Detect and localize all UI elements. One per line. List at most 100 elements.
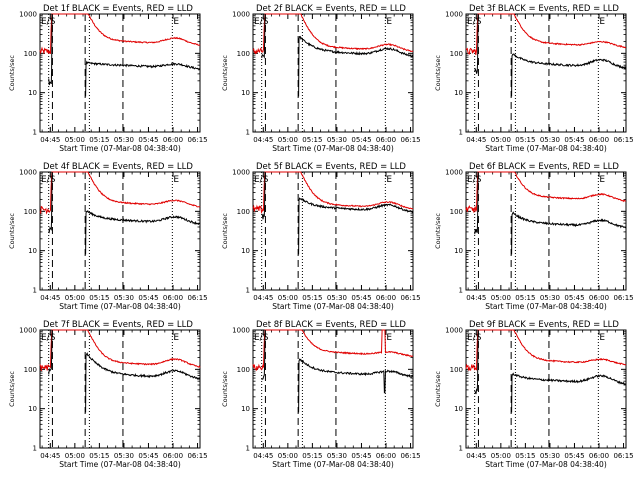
x-tick-label: 05:30 <box>327 294 347 302</box>
x-tick-label: 06:00 <box>376 452 396 460</box>
x-tick-label: 05:15 <box>302 294 322 302</box>
marker-label-es: E/S <box>467 175 482 185</box>
axes-frame <box>39 329 201 449</box>
y-tick-label: 1000 <box>19 11 37 19</box>
y-tick-label: 100 <box>237 366 250 374</box>
marker-label-es: E/S <box>41 17 56 27</box>
x-tick-label: 04:45 <box>466 136 486 144</box>
axes-frame <box>252 171 414 291</box>
x-tick-label: 04:45 <box>40 294 60 302</box>
axes-frame <box>465 13 627 133</box>
x-tick-label: 04:45 <box>40 136 60 144</box>
x-tick-label: 05:30 <box>327 452 347 460</box>
y-tick-label: 1 <box>33 287 37 295</box>
panel-title: Det 7f BLACK = Events, RED = LLD <box>43 320 193 330</box>
axes-frame <box>252 329 414 449</box>
series-events-line <box>261 171 266 220</box>
panel-title: Det 4f BLACK = Events, RED = LLD <box>43 162 193 172</box>
x-axis-label: Start Time (07-Mar-08 04:38:40) <box>59 460 181 469</box>
y-tick-label: 100 <box>24 50 37 58</box>
x-tick-label: 05:30 <box>540 136 560 144</box>
y-tick-label: 10 <box>454 247 463 255</box>
x-tick-label: 04:45 <box>466 294 486 302</box>
marker-label-es: E/S <box>41 175 56 185</box>
x-tick-label: 06:15 <box>187 294 207 302</box>
x-tick-label: 05:15 <box>515 294 535 302</box>
y-tick-label: 1 <box>459 129 463 137</box>
y-axis-label: Counts/sec <box>8 55 16 91</box>
series-lld-line <box>252 13 414 55</box>
series-events-line <box>474 171 479 235</box>
x-tick-label: 05:45 <box>351 452 371 460</box>
y-tick-label: 100 <box>237 50 250 58</box>
x-tick-label: 06:15 <box>187 136 207 144</box>
y-tick-label: 100 <box>450 208 463 216</box>
x-axis-label: Start Time (07-Mar-08 04:38:40) <box>485 460 607 469</box>
panel-det-8: Det 8f BLACK = Events, RED = LLD 1 10 100 10… <box>221 320 421 469</box>
y-axis-label: Counts/sec <box>221 55 229 91</box>
x-tick-label: 06:15 <box>613 294 633 302</box>
series-events-line <box>261 13 266 59</box>
panel-det-4: Det 4f BLACK = Events, RED = LLD 1 10 100 10… <box>8 162 208 311</box>
y-axis-label: Counts/sec <box>8 213 16 249</box>
x-tick-label: 06:00 <box>589 452 609 460</box>
panel-title: Det 3f BLACK = Events, RED = LLD <box>469 4 619 14</box>
y-axis-label: Counts/sec <box>221 213 229 249</box>
x-tick-label: 05:15 <box>515 136 535 144</box>
series-events-line <box>511 211 627 255</box>
marker-label-e: E <box>599 333 605 343</box>
panel-det-7: Det 7f BLACK = Events, RED = LLD 1 10 100 10… <box>8 320 208 469</box>
marker-label-es: E/S <box>254 175 269 185</box>
series-lld-line <box>39 171 201 215</box>
series-lld-line <box>465 171 627 213</box>
axes-frame <box>39 13 201 133</box>
y-tick-label: 1000 <box>232 169 250 177</box>
x-tick-label: 06:15 <box>400 452 420 460</box>
x-axis-label: Start Time (07-Mar-08 04:38:40) <box>59 144 181 153</box>
x-tick-label: 06:15 <box>400 294 420 302</box>
x-tick-label: 06:15 <box>613 136 633 144</box>
y-axis-label: Counts/sec <box>434 55 442 91</box>
x-tick-label: 05:00 <box>278 294 298 302</box>
marker-label-e: E <box>173 17 179 27</box>
marker-label-e: E <box>386 175 392 185</box>
y-tick-label: 1 <box>459 445 463 453</box>
x-axis-label: Start Time (07-Mar-08 04:38:40) <box>59 302 181 311</box>
series-lld-line <box>465 329 627 371</box>
panel-title: Det 1f BLACK = Events, RED = LLD <box>43 4 193 14</box>
marker-label-e: E <box>173 333 179 343</box>
axes-frame <box>465 171 627 291</box>
series-events-line <box>85 209 201 255</box>
series-lld-line <box>252 171 414 214</box>
marker-label-es: E/S <box>254 17 269 27</box>
x-axis-label: Start Time (07-Mar-08 04:38:40) <box>485 144 607 153</box>
series-events-line <box>474 13 479 74</box>
x-tick-label: 04:45 <box>253 294 273 302</box>
y-tick-label: 10 <box>454 89 463 97</box>
x-tick-label: 05:30 <box>114 294 134 302</box>
x-tick-label: 05:00 <box>278 452 298 460</box>
y-axis-label: Counts/sec <box>434 371 442 407</box>
y-tick-label: 10 <box>241 405 250 413</box>
y-tick-label: 1 <box>33 445 37 453</box>
y-tick-label: 1000 <box>445 327 463 335</box>
series-lld-line <box>39 13 201 55</box>
x-tick-label: 05:15 <box>302 136 322 144</box>
x-tick-label: 05:45 <box>564 452 584 460</box>
marker-label-e: E <box>599 17 605 27</box>
x-tick-label: 05:15 <box>89 452 109 460</box>
y-tick-label: 1000 <box>19 327 37 335</box>
panel-title: Det 9f BLACK = Events, RED = LLD <box>469 320 619 330</box>
panel-det-2: Det 2f BLACK = Events, RED = LLD 1 10 100 10… <box>221 4 421 153</box>
x-tick-label: 04:45 <box>466 452 486 460</box>
x-tick-label: 05:00 <box>491 136 511 144</box>
panel-title: Det 5f BLACK = Events, RED = LLD <box>256 162 406 172</box>
x-tick-label: 05:30 <box>540 294 560 302</box>
y-tick-label: 100 <box>450 50 463 58</box>
panel-det-6: Det 6f BLACK = Events, RED = LLD 1 10 100 10… <box>434 162 634 311</box>
x-tick-label: 06:15 <box>613 452 633 460</box>
x-tick-label: 06:00 <box>163 294 183 302</box>
series-events-line <box>511 372 627 413</box>
x-tick-label: 05:45 <box>564 294 584 302</box>
